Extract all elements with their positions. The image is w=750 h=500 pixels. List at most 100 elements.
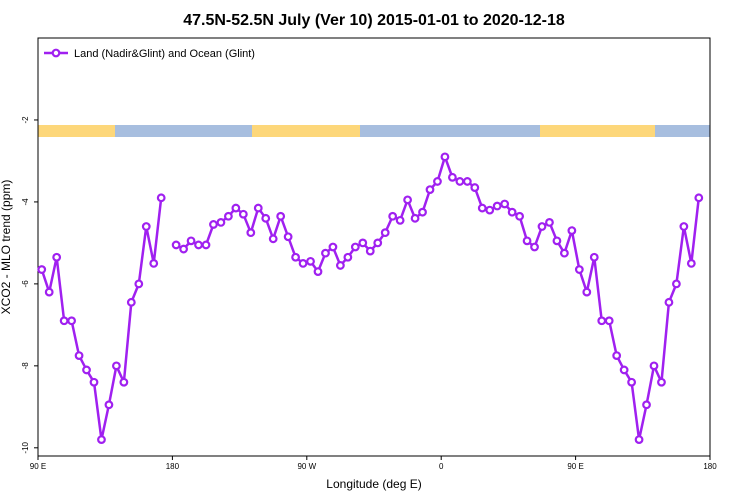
point	[552, 236, 562, 246]
point	[186, 236, 196, 246]
point	[403, 195, 413, 205]
point	[545, 218, 554, 227]
point	[350, 242, 360, 252]
point	[433, 177, 442, 186]
series-line	[40, 152, 701, 440]
legend-marker	[51, 48, 61, 58]
y-tick-label: -6	[21, 280, 30, 288]
point	[612, 351, 622, 360]
point	[201, 240, 211, 250]
point	[567, 226, 577, 236]
point	[97, 435, 106, 445]
point	[492, 201, 502, 211]
legend-label: Land (Nadir&Glint) and Ocean (Glint)	[74, 48, 255, 60]
x-tick-label: 0	[439, 462, 444, 471]
point	[582, 287, 592, 297]
point	[380, 228, 390, 238]
plot-frame	[37, 37, 711, 457]
land	[540, 125, 655, 137]
point	[679, 222, 689, 231]
point	[537, 222, 547, 231]
point	[634, 435, 644, 445]
point	[462, 177, 472, 186]
point	[694, 193, 704, 203]
y-axis-title: XCO2 - MLO trend (ppm)	[0, 180, 13, 315]
point	[82, 365, 91, 375]
point	[111, 361, 121, 371]
point	[306, 256, 315, 266]
point	[74, 351, 84, 360]
point	[440, 152, 450, 162]
point	[59, 316, 69, 326]
point	[410, 213, 420, 223]
point	[657, 377, 666, 387]
point	[313, 267, 323, 276]
point	[388, 211, 398, 221]
point	[134, 279, 144, 289]
x-axis-title: Longitude (deg E)	[326, 477, 421, 491]
point	[358, 238, 368, 248]
point	[321, 248, 330, 258]
point	[141, 222, 151, 231]
land	[252, 125, 360, 137]
point	[574, 265, 584, 274]
point	[477, 203, 487, 213]
y-tick-label: -8	[21, 362, 30, 370]
y-tick-label: -2	[21, 116, 30, 124]
point	[686, 258, 696, 268]
point	[336, 261, 345, 270]
point	[67, 316, 76, 326]
point	[298, 258, 308, 268]
point	[104, 400, 114, 410]
point	[395, 215, 405, 225]
point	[470, 183, 480, 192]
point	[268, 234, 278, 244]
point	[291, 252, 301, 262]
point	[156, 193, 166, 203]
land	[38, 125, 115, 137]
point	[283, 232, 293, 242]
point	[619, 365, 629, 375]
point	[238, 209, 248, 219]
point	[89, 377, 99, 387]
x-tick-label: 90 W	[297, 462, 316, 471]
x-tick-label: 90 E	[30, 462, 46, 471]
point	[515, 211, 524, 221]
point	[365, 246, 375, 256]
ocean	[115, 125, 252, 137]
point	[343, 252, 353, 262]
ocean	[360, 125, 540, 137]
point	[194, 240, 203, 250]
point	[119, 377, 129, 387]
point	[560, 248, 569, 258]
x-tick-label: 90 E	[567, 462, 583, 471]
point	[664, 297, 674, 307]
point	[522, 236, 532, 246]
point	[276, 211, 286, 221]
chart-title: 47.5N-52.5N July (Ver 10) 2015-01-01 to …	[183, 12, 565, 29]
point	[597, 316, 607, 326]
ocean	[655, 125, 710, 137]
point	[500, 199, 510, 209]
point	[507, 207, 517, 217]
point	[649, 361, 659, 371]
x-tick-label: 180	[166, 462, 180, 471]
point	[126, 297, 136, 307]
x-tick-label: 180	[703, 462, 717, 471]
point	[373, 238, 383, 248]
point	[223, 211, 233, 221]
point	[179, 244, 189, 254]
point	[149, 258, 159, 268]
point	[44, 287, 54, 297]
point	[52, 252, 62, 262]
y-tick-label: -10	[21, 441, 30, 453]
point	[328, 242, 338, 252]
point	[425, 185, 435, 195]
point	[642, 400, 651, 410]
point	[672, 279, 681, 289]
point	[448, 172, 457, 182]
land-ocean-strip	[38, 125, 710, 137]
point	[209, 220, 218, 229]
point	[216, 218, 226, 227]
